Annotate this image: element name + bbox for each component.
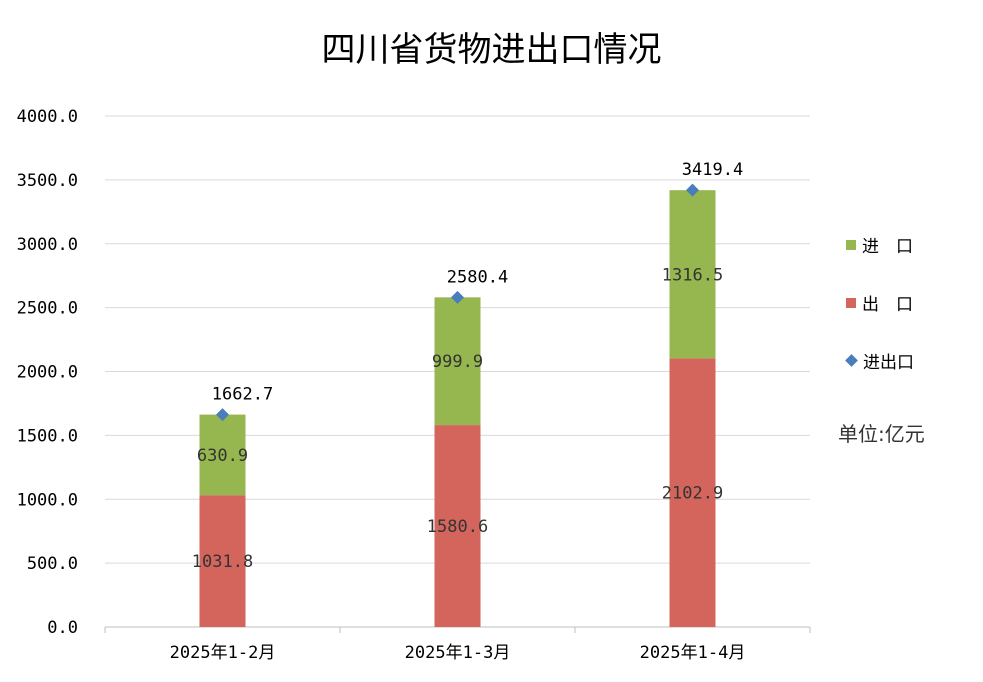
data-label-export: 1580.6: [427, 517, 488, 537]
x-tick-label: 2025年1-2月: [170, 643, 276, 663]
y-tick-label: 500.0: [27, 554, 78, 574]
legend-swatch-import: [846, 240, 856, 250]
legend-swatch-export: [846, 298, 856, 308]
legend-label-total: 进出口: [863, 353, 914, 373]
bar-import: [434, 297, 481, 426]
marker-total: [451, 290, 464, 304]
x-tick-label: 2025年1-4月: [640, 643, 746, 663]
y-tick-label: 3000.0: [17, 235, 78, 255]
data-label-import: 630.9: [197, 446, 248, 466]
marker-total: [216, 408, 229, 422]
bar-import: [669, 190, 716, 359]
bar-export: [434, 425, 481, 627]
legend: 进 口 出 口 进出口: [845, 232, 914, 406]
legend-item-total: 进出口: [845, 348, 914, 406]
legend-item-import: 进 口: [846, 232, 914, 290]
data-label-import: 999.9: [432, 352, 483, 372]
legend-item-export: 出 口: [846, 290, 914, 348]
data-label-total: 2580.4: [447, 267, 508, 287]
data-label-total: 3419.4: [682, 160, 743, 180]
y-tick-label: 0.0: [47, 618, 78, 638]
data-label-export: 1031.8: [192, 552, 253, 572]
y-tick-label: 2500.0: [17, 299, 78, 319]
marker-total: [686, 183, 699, 197]
bar-export: [669, 358, 716, 627]
y-tick-label: 1500.0: [17, 426, 78, 446]
data-label-total: 1662.7: [212, 385, 273, 405]
legend-marker-total: [845, 354, 858, 367]
y-tick-label: 4000.0: [17, 107, 78, 127]
legend-label-export: 出 口: [862, 295, 913, 315]
unit-label: 单位:亿元: [838, 422, 925, 446]
bar-import: [199, 414, 246, 496]
chart-title: 四川省货物进出口情况: [321, 30, 662, 70]
y-tick-label: 2000.0: [17, 363, 78, 383]
y-tick-label: 3500.0: [17, 171, 78, 191]
x-tick-label: 2025年1-3月: [405, 643, 511, 663]
y-tick-label: 1000.0: [17, 490, 78, 510]
data-label-export: 2102.9: [662, 484, 723, 504]
legend-label-import: 进 口: [862, 237, 913, 257]
bar-export: [199, 495, 246, 627]
data-label-import: 1316.5: [662, 265, 723, 285]
